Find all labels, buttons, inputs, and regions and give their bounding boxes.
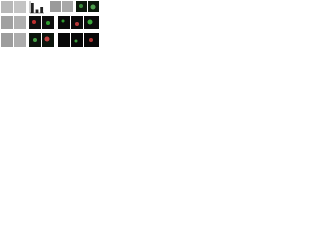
micrograph [1,33,13,47]
micrograph [14,16,26,29]
bar [40,7,44,13]
cell [90,4,96,10]
micrograph [1,1,13,13]
cell [75,22,79,26]
cell [33,38,37,42]
bar [35,9,39,13]
micrograph [62,1,73,12]
fluorescence [58,33,70,47]
cell [87,19,93,25]
fluorescence [58,16,70,29]
bar-chart [29,1,44,14]
cell [32,20,36,24]
cell [89,38,93,42]
micrograph [1,16,13,29]
cell [46,21,50,25]
micrograph [50,1,61,12]
micrograph [14,1,26,13]
page: (() => { const data = JSON.parse(documen… [0,0,100,49]
cell [61,19,65,23]
cell [79,4,83,8]
cell [74,39,78,43]
bar [30,3,34,13]
figure [1,1,99,47]
cell [44,36,50,42]
micrograph [14,33,26,47]
